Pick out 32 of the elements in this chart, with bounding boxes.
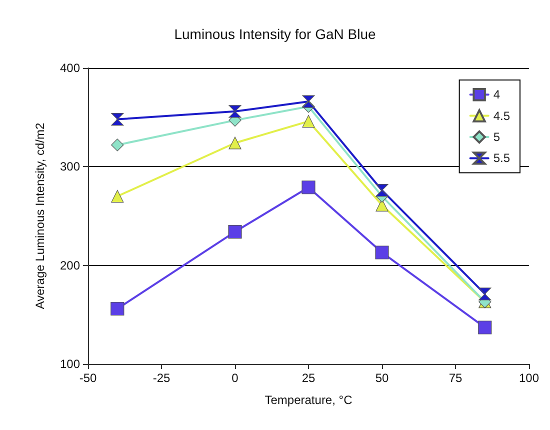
point (111, 190, 124, 203)
point (111, 113, 124, 126)
x-tick-label: 0 (232, 371, 239, 385)
y-tick-label: 400 (60, 61, 80, 75)
point (478, 288, 492, 300)
x-tick-label: 75 (448, 371, 462, 385)
point (375, 246, 389, 260)
point (478, 320, 492, 334)
point (228, 224, 242, 239)
x-tick-label: 50 (375, 371, 389, 385)
legend-label: 5 (493, 130, 500, 144)
legend-label: 4.5 (493, 108, 510, 123)
point (110, 302, 124, 316)
x-tick-label: -25 (152, 371, 170, 385)
y-tick-label: 100 (60, 357, 80, 371)
point (376, 184, 388, 197)
point (228, 105, 242, 118)
legend-label: 5.5 (493, 151, 510, 166)
point (228, 136, 242, 150)
point (302, 95, 315, 108)
point (302, 180, 316, 194)
y-tick-label: 300 (60, 160, 80, 174)
legend-label: 4 (493, 88, 500, 102)
point (302, 114, 315, 128)
x-axis-title: Temperature, °C (264, 393, 353, 407)
y-tick-label: 200 (60, 258, 80, 272)
point (111, 138, 124, 152)
y-axis-title: Average Luminous Intensity, cd/m2 (33, 122, 47, 310)
x-tick-label: 25 (302, 371, 316, 385)
chart-title: Luminous Intensity for GaN Blue (174, 26, 376, 42)
x-tick-label: -50 (79, 371, 97, 385)
x-tick-label: 100 (518, 371, 540, 385)
